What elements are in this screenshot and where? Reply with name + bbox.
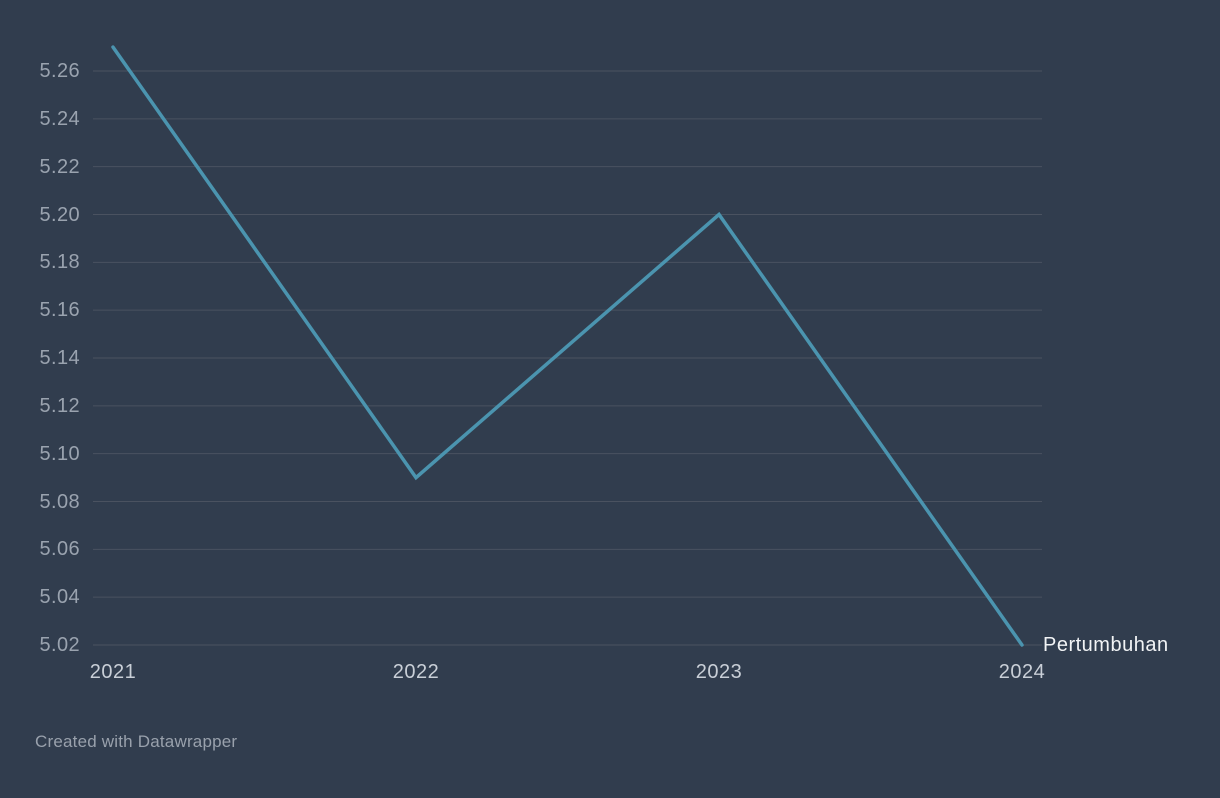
y-tick-label: 5.04 xyxy=(39,586,80,609)
y-tick-label: 5.10 xyxy=(39,442,80,465)
attribution-text: Created with Datawrapper xyxy=(35,732,238,751)
x-tick-label: 2022 xyxy=(392,661,440,683)
gridlines xyxy=(93,70,1042,646)
y-tick-label: 5.20 xyxy=(39,203,80,226)
y-tick-label: 5.06 xyxy=(39,538,80,561)
y-tick-label: 5.24 xyxy=(39,107,80,130)
x-tick-label: 2024 xyxy=(998,661,1046,683)
x-tick-label: 2021 xyxy=(89,661,137,683)
y-tick-label: 5.14 xyxy=(39,347,80,369)
y-tick-label: 5.12 xyxy=(39,394,80,417)
series-label: Pertumbuhan xyxy=(1043,634,1169,656)
y-tick-label: 5.02 xyxy=(39,634,80,656)
y-tick-label: 5.08 xyxy=(39,490,80,513)
data-line xyxy=(111,45,1024,647)
y-tick-label: 5.16 xyxy=(39,299,80,322)
x-tick-label: 2023 xyxy=(695,661,743,683)
y-tick-label: 5.22 xyxy=(39,155,80,178)
y-tick-label: 5.18 xyxy=(39,251,80,274)
y-tick-label: 5.26 xyxy=(39,60,80,82)
